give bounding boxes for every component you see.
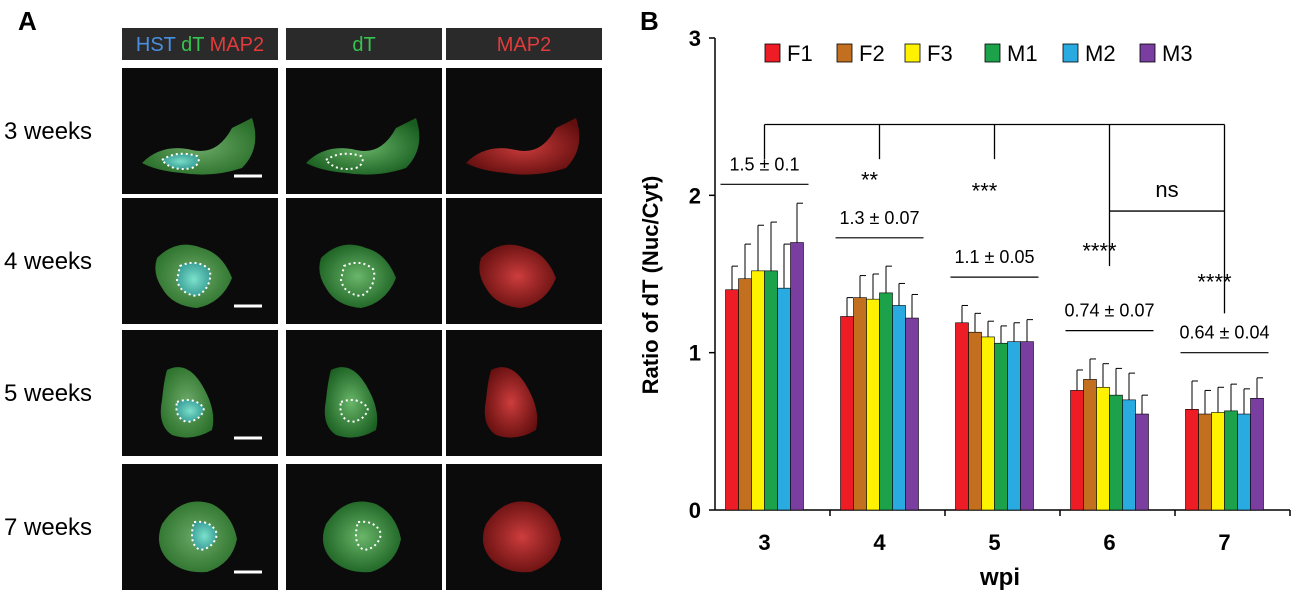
panel-a-row-labels: 3 weeks 4 weeks 5 weeks 7 weeks [4,118,92,541]
chart-legend: F1 F2 F3 M1 M2 M3 [764,41,1193,66]
legend-swatch [1062,43,1079,63]
channel-header-bg [286,28,442,60]
bar [1211,412,1225,511]
bar [968,331,982,511]
panel-a-micrographs: A HST dT MAP2 dT MAP2 3 weeks 4 weeks 5 week… [4,6,602,590]
chart-bars [725,242,1264,511]
mean-label: 1.3 ± 0.07 [840,208,920,228]
bar [1070,390,1084,511]
bar [1224,410,1238,511]
bar [1083,379,1097,511]
bar [777,287,791,511]
bar [764,270,778,511]
panel-a-channel-headers: HST dT MAP2 dT MAP2 [122,28,602,60]
bar [879,292,893,511]
x-tick-label: 3 [758,530,770,555]
micrograph-tile [286,68,442,194]
bar [751,270,765,511]
legend-swatch [836,43,853,63]
bar [1135,413,1149,511]
channel-header-bg [446,28,602,60]
mean-label: 1.5 ± 0.1 [730,154,800,174]
bar [905,317,919,511]
legend-swatch [764,43,781,63]
x-tick-label: 4 [873,530,886,555]
channel-header-label: MAP2 [497,34,551,56]
ns-label: ns [1155,177,1178,202]
bar [738,278,752,511]
bar [790,242,804,511]
significance-stars: ** [861,167,879,192]
legend-label: F2 [859,41,885,66]
micrograph-tile [122,68,278,194]
micrograph-tile [446,68,602,194]
bar [1122,399,1136,511]
micrograph-tile [122,464,278,590]
chart-error-bars [731,202,1263,415]
x-axis-label: wpi [979,564,1020,591]
legend-label: M1 [1007,41,1038,66]
legend-swatch [984,43,1001,63]
bar [981,336,995,511]
row-label: 4 weeks [4,248,92,275]
micrograph-tile [286,330,442,456]
channel-header-label: HST dT MAP2 [136,34,264,56]
legend-swatch [904,43,921,63]
row-label: 3 weeks [4,118,92,145]
mean-label: 1.1 ± 0.05 [955,247,1035,267]
legend-label: M3 [1162,41,1193,66]
mean-label: 0.64 ± 0.04 [1180,323,1270,343]
micrograph-tile [286,198,442,324]
y-tick-label: 1 [689,341,701,366]
x-tick-label: 5 [988,530,1000,555]
x-tick-label: 7 [1218,530,1230,555]
legend-label: F3 [927,41,953,66]
bar [1198,413,1212,511]
y-axis-label: Ratio of dT (Nuc/Cyt) [638,176,663,395]
legend-label: F1 [787,41,813,66]
bar [1237,413,1251,511]
bar [1185,409,1199,511]
y-tick-label: 0 [689,498,701,523]
micrograph-tile [446,198,602,324]
y-tick-label: 3 [689,26,701,51]
group-mean-annotations: 1.5 ± 0.1 1.3 ± 0.07 1.1 ± 0.05 0.74 ± 0.07… [720,154,1270,354]
bar [1250,397,1264,511]
legend-label: M2 [1085,41,1116,66]
micrograph-tile [446,330,602,456]
bar [892,305,906,511]
bar [1096,386,1110,511]
micrograph-tile [446,464,602,590]
channel-header-label: dT [352,34,375,56]
panel-b-label: B [640,6,659,36]
micrograph-tile [122,198,278,324]
bar [1007,341,1021,511]
significance-stars: **** [1082,238,1117,263]
bar [725,289,739,511]
x-tick-label: 6 [1103,530,1115,555]
row-label: 5 weeks [4,380,92,407]
significance-stars: **** [1197,270,1232,295]
significance-brackets: ** ***********ns [763,123,1232,314]
mean-label: 0.74 ± 0.07 [1065,301,1155,321]
micrograph-tile [286,464,442,590]
panel-a-image-grid [122,68,602,590]
channel-header-bg [122,28,278,60]
bar [853,297,867,511]
bar [994,342,1008,511]
bar [955,322,969,511]
row-label: 7 weeks [4,514,92,541]
significance-stars: *** [972,178,998,203]
legend-swatch [1139,43,1156,63]
panel-a-label: A [18,6,37,36]
bar [840,316,854,511]
y-tick-label: 2 [689,183,701,208]
bar [1109,394,1123,511]
bar [1020,341,1034,511]
bar [866,298,880,511]
micrograph-tile [122,330,278,456]
